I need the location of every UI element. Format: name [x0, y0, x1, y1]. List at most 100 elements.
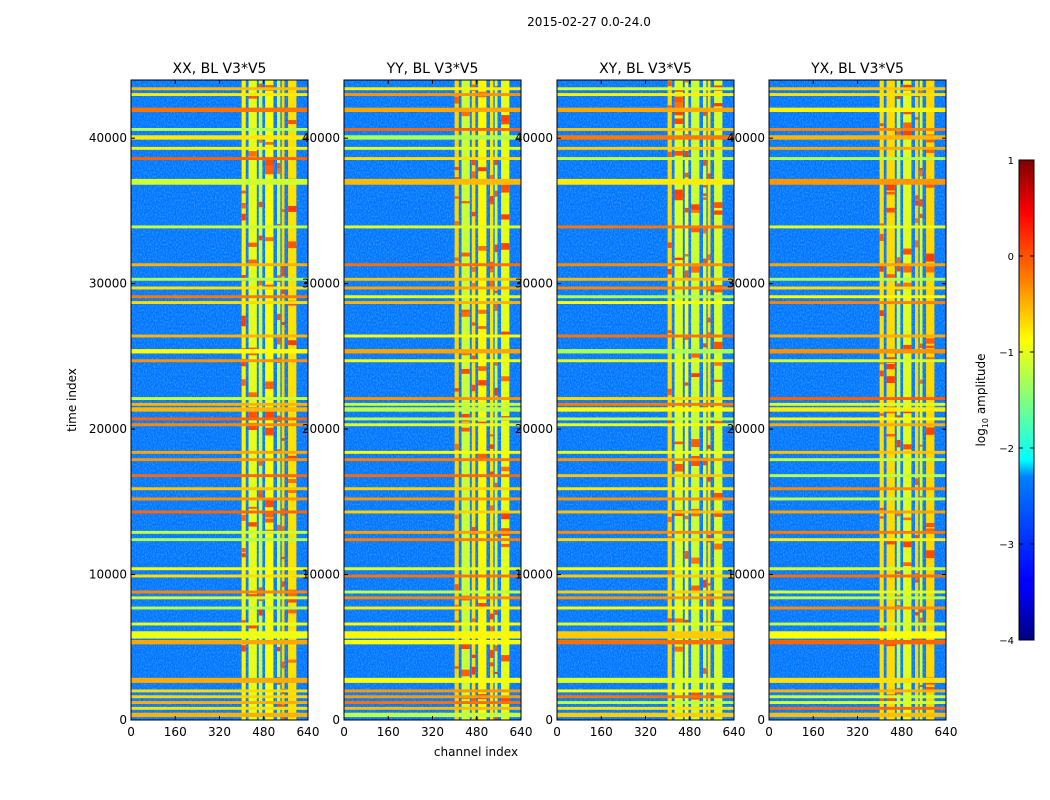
- flagged-row: [344, 334, 521, 338]
- rfi-hotspot: [714, 543, 723, 550]
- flagged-row: [557, 689, 734, 693]
- flagged-row: [344, 417, 521, 421]
- rfi-hotspot: [926, 550, 935, 559]
- y-tick-label: 30000: [515, 277, 553, 291]
- rfi-hotspot: [684, 270, 689, 278]
- rfi-hotspot: [684, 207, 689, 213]
- x-tick-label: 640: [510, 725, 533, 739]
- rfi-hotspot: [454, 196, 459, 199]
- rfi-hotspot: [461, 368, 470, 374]
- rfi-hotspot: [915, 612, 919, 616]
- flagged-row: [131, 157, 308, 160]
- rfi-hotspot: [281, 661, 285, 669]
- rfi-hotspot: [926, 686, 935, 690]
- y-tick-label: 20000: [727, 422, 765, 436]
- flagged-row: [769, 93, 946, 96]
- panel-xx: XX, BL V3*V5 0 160 320 480 640 0 10000 20000 3000…: [89, 61, 320, 739]
- rfi-hotspot: [896, 257, 901, 265]
- flagged-row: [131, 530, 308, 534]
- rfi-hotspot: [667, 620, 672, 624]
- flagged-row: [557, 640, 734, 645]
- heatmap-cells: [557, 80, 734, 720]
- flagged-row: [131, 487, 308, 491]
- rfi-hotspot: [919, 167, 923, 171]
- rfi-hotspot: [684, 254, 689, 257]
- rfi-hotspot: [265, 159, 274, 166]
- flagged-row: [769, 497, 946, 501]
- flagged-row: [131, 423, 308, 427]
- rfi-hotspot: [691, 557, 700, 564]
- x-tick-label: 320: [208, 725, 231, 739]
- flagged-row: [769, 474, 946, 478]
- flagged-row: [344, 263, 521, 267]
- rfi-hotspot: [691, 439, 700, 447]
- flagged-row: [131, 225, 308, 229]
- colorbar-tick-label: −2: [999, 444, 1014, 455]
- rfi-hotspot: [258, 458, 263, 466]
- flagged-row: [557, 701, 734, 704]
- flagged-row: [131, 128, 308, 131]
- flagged-row: [131, 497, 308, 501]
- rfi-hotspot: [926, 148, 935, 153]
- rfi-hotspot: [667, 242, 672, 248]
- rfi-hotspot: [478, 366, 487, 371]
- flagged-row: [344, 689, 521, 693]
- flagged-row: [557, 631, 734, 639]
- heatmap-cells: [131, 80, 308, 720]
- rfi-hotspot: [248, 622, 257, 629]
- flagged-row: [769, 295, 946, 299]
- rfi-hotspot: [915, 195, 919, 200]
- rfi-hotspot: [471, 283, 476, 290]
- rfi-hotspot: [674, 189, 683, 196]
- rfi-hotspot: [915, 578, 919, 582]
- flagged-row: [344, 359, 521, 363]
- flagged-row: [344, 706, 521, 710]
- flagged-row: [769, 301, 946, 304]
- flagged-row: [131, 677, 308, 683]
- x-tick-label: 320: [421, 725, 444, 739]
- flagged-row: [344, 590, 521, 594]
- flagged-row: [769, 178, 946, 185]
- rfi-hotspot: [896, 571, 901, 575]
- flagged-row: [769, 596, 946, 600]
- flagged-row: [344, 487, 521, 491]
- flagged-row: [131, 622, 308, 626]
- rfi-hotspot: [471, 211, 476, 217]
- y-tick-label: 40000: [302, 131, 340, 145]
- colorbar-tick-label: −4: [999, 636, 1014, 647]
- rfi-hotspot: [241, 203, 246, 209]
- rfi-hotspot: [714, 359, 723, 366]
- rfi-hotspot: [494, 533, 498, 537]
- flagged-row: [131, 93, 308, 96]
- rfi-hotspot: [896, 131, 901, 134]
- rfi-hotspot: [879, 627, 884, 632]
- rfi-hotspot: [241, 321, 246, 327]
- rfi-hotspot: [667, 417, 672, 425]
- rfi-hotspot: [241, 190, 246, 194]
- rfi-hotspot: [886, 643, 895, 647]
- flagged-row: [344, 107, 521, 112]
- rfi-hotspot: [281, 264, 285, 272]
- rfi-hotspot: [288, 479, 297, 483]
- flagged-row: [769, 458, 946, 462]
- rfi-hotspot: [703, 159, 707, 166]
- rfi-hotspot: [879, 223, 884, 227]
- rfi-hotspot: [281, 704, 285, 707]
- flagged-row: [344, 402, 521, 406]
- flagged-row: [131, 263, 308, 267]
- rfi-hotspot: [691, 350, 700, 358]
- rfi-hotspot: [288, 606, 297, 614]
- rfi-hotspot: [288, 120, 297, 125]
- flagged-row: [769, 706, 946, 710]
- rfi-hotspot: [691, 585, 700, 594]
- rfi-hotspot: [277, 703, 281, 707]
- flagged-row: [344, 567, 521, 571]
- flagged-row: [131, 574, 308, 578]
- rfi-hotspot: [478, 421, 487, 424]
- flagged-row: [344, 677, 521, 683]
- rfi-hotspot: [471, 171, 476, 179]
- rfi-hotspot: [461, 642, 470, 650]
- flagged-row: [131, 277, 308, 281]
- rfi-hotspot: [926, 253, 935, 262]
- flagged-row: [557, 107, 734, 112]
